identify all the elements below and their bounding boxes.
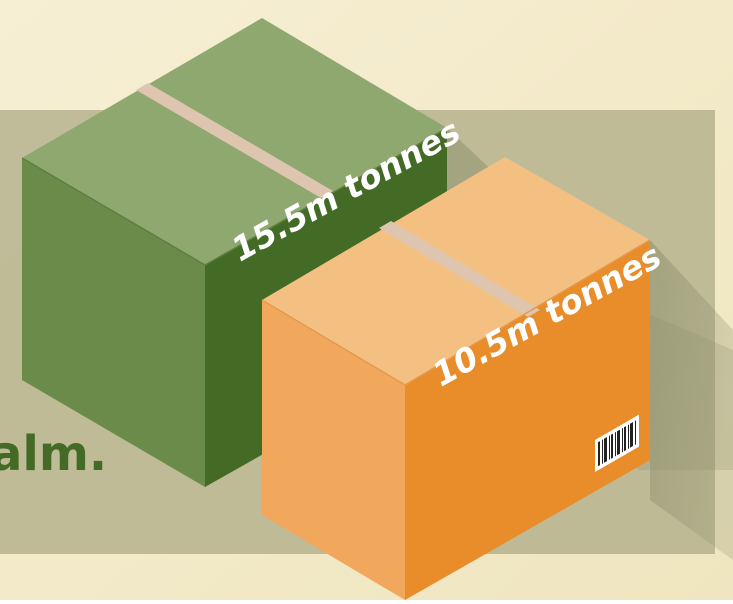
barcode-icon [595, 414, 639, 472]
orange-box: 10.5m tonnes [261, 157, 668, 600]
green-box-edge [21, 127, 448, 266]
orange-box-tape [379, 221, 540, 317]
headline-fragment: alm. [0, 426, 107, 482]
orange-box-shadow [650, 240, 733, 560]
orange-box-right-face [405, 240, 650, 600]
green-box-left-face [22, 158, 205, 487]
green-box-tape [136, 83, 333, 198]
orange-box-edge [261, 239, 651, 386]
orange-box-left-face [262, 300, 405, 600]
